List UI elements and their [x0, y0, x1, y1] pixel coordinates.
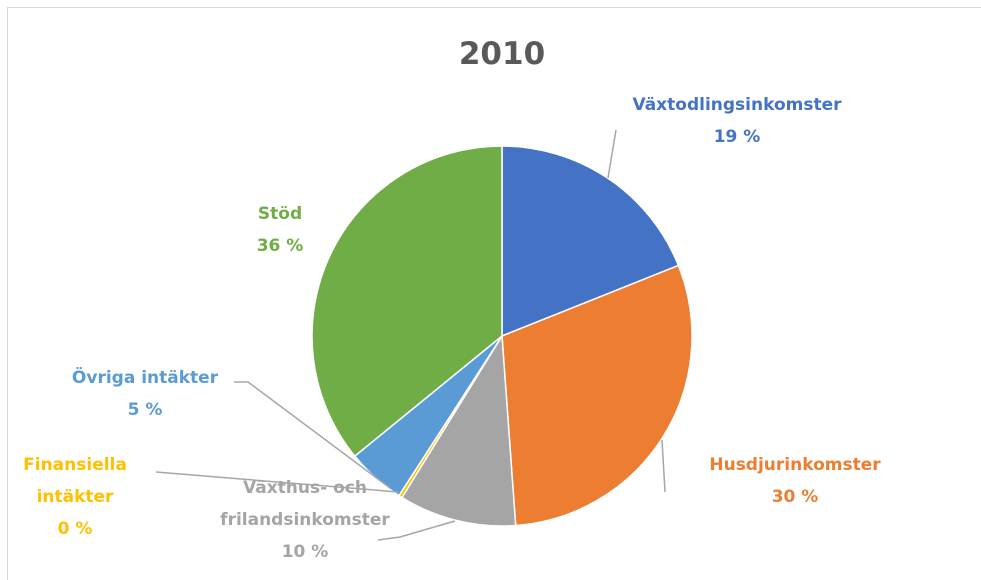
category-label: Övriga intäkter: [71, 368, 219, 388]
data-label: Finansiella intäkter 0 %: [15, 449, 135, 545]
data-label: Husdjurinkomster 30 %: [695, 449, 895, 513]
pie: [311, 145, 693, 527]
value-label: 19 %: [713, 127, 761, 147]
chart-border: [7, 7, 981, 580]
value-label: 30 %: [771, 487, 819, 507]
leader-line: [377, 520, 456, 541]
data-label: Växthus- och frilandsinkomster 10 %: [205, 472, 405, 568]
pie-slice: [400, 333, 517, 527]
leader-lines: [155, 129, 666, 541]
data-label: Övriga intäkter 5 %: [45, 362, 245, 426]
category-label: Växtodlingsinkomster: [632, 95, 842, 115]
leader-line: [234, 381, 391, 489]
data-label: Växtodlingsinkomster 19 %: [617, 89, 857, 153]
chart-title: 2010: [458, 36, 546, 72]
value-label: 36 %: [256, 236, 304, 256]
pie-slice: [501, 264, 693, 527]
leader-line: [155, 471, 399, 493]
value-label: 5 %: [127, 400, 163, 420]
leader-line: [607, 129, 617, 179]
value-label: 10 %: [281, 542, 329, 562]
category-label: Växthus- och frilandsinkomster: [220, 478, 390, 530]
value-label: 0 %: [57, 519, 93, 539]
category-label: Husdjurinkomster: [709, 455, 881, 475]
data-label: Stöd 36 %: [220, 198, 340, 262]
category-label: Stöd: [257, 204, 303, 224]
leader-line: [661, 439, 666, 493]
pie-slice: [311, 145, 503, 458]
category-label: Finansiella intäkter: [23, 455, 127, 507]
pie-slice: [501, 145, 680, 338]
